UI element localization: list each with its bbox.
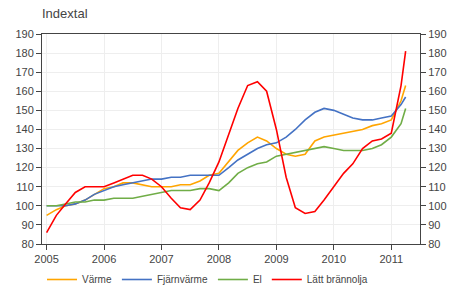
svg-text:190: 190: [428, 28, 446, 40]
svg-text:180: 180: [428, 47, 446, 59]
svg-text:2011: 2011: [379, 253, 403, 265]
svg-text:90: 90: [428, 219, 440, 231]
svg-text:Indextal: Indextal: [42, 6, 88, 21]
svg-text:2008: 2008: [207, 253, 231, 265]
svg-text:110: 110: [16, 181, 34, 193]
svg-text:130: 130: [428, 142, 446, 154]
svg-text:140: 140: [15, 123, 33, 135]
svg-text:160: 160: [428, 85, 446, 97]
svg-text:100: 100: [428, 200, 446, 212]
svg-text:150: 150: [428, 104, 446, 116]
svg-text:80: 80: [428, 238, 440, 250]
svg-text:150: 150: [15, 104, 33, 116]
svg-text:120: 120: [428, 161, 446, 173]
svg-text:170: 170: [15, 66, 33, 78]
svg-text:Fjärnvärme: Fjärnvärme: [157, 274, 208, 285]
svg-text:2009: 2009: [264, 253, 288, 265]
svg-text:2007: 2007: [149, 253, 173, 265]
svg-text:190: 190: [15, 28, 33, 40]
svg-text:80: 80: [22, 238, 34, 250]
svg-text:100: 100: [15, 200, 33, 212]
svg-text:2005: 2005: [34, 253, 58, 265]
svg-text:170: 170: [428, 66, 446, 78]
svg-text:Värme: Värme: [82, 274, 112, 285]
svg-text:160: 160: [15, 85, 33, 97]
svg-text:2010: 2010: [322, 253, 346, 265]
svg-text:Lätt brännolja: Lätt brännolja: [307, 274, 368, 285]
svg-text:2006: 2006: [92, 253, 116, 265]
svg-text:120: 120: [15, 161, 33, 173]
svg-text:180: 180: [15, 47, 33, 59]
svg-text:90: 90: [22, 219, 34, 231]
svg-text:140: 140: [428, 123, 446, 135]
svg-text:El: El: [253, 274, 262, 285]
svg-text:110: 110: [428, 181, 446, 193]
svg-text:130: 130: [15, 142, 33, 154]
